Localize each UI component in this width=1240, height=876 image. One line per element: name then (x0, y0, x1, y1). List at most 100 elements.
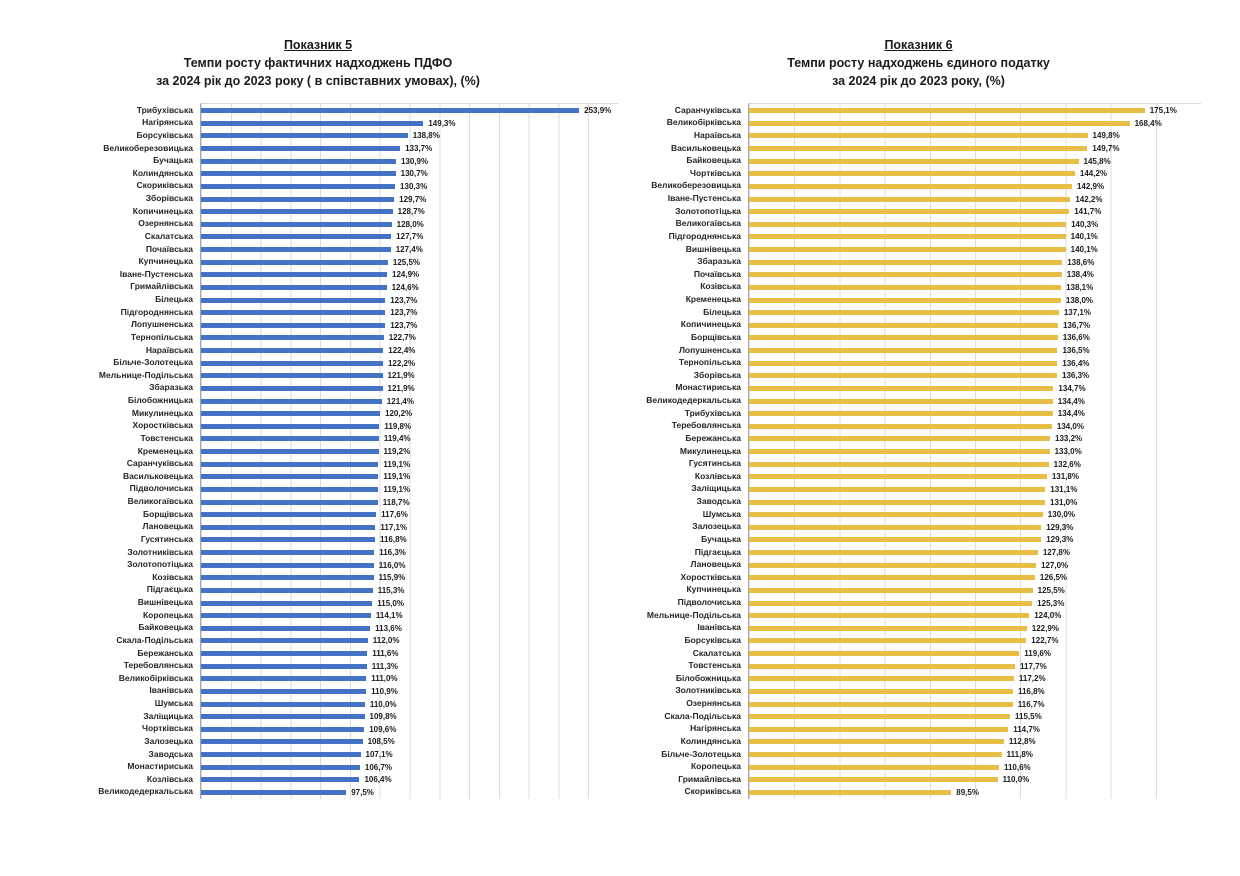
bar-row: 133,2% (749, 433, 1201, 446)
bar-row: 111,6% (201, 647, 618, 660)
bar-row: 136,6% (749, 332, 1201, 345)
bar (201, 108, 580, 114)
category-label: Борсуківська (136, 129, 193, 140)
value-label: 110,9% (371, 686, 398, 696)
bar-row: 129,7% (201, 193, 618, 206)
bar-row: 130,7% (201, 168, 618, 181)
bar-row: 134,7% (749, 382, 1201, 395)
bar-row: 149,3% (201, 117, 618, 130)
category-label: Товстенська (688, 660, 741, 671)
bar (749, 209, 1070, 215)
value-label: 116,7% (1017, 699, 1045, 709)
bar-row: 253,9% (201, 104, 618, 117)
bar (749, 272, 1062, 278)
category-label: Зборівська (693, 369, 741, 380)
category-label: Саранчуківська (126, 458, 193, 469)
category-label: Козівська (152, 571, 193, 582)
bar-row: 136,4% (749, 357, 1201, 370)
value-label: 144,2% (1079, 169, 1108, 179)
category-label: Бережанська (685, 432, 741, 443)
bar (201, 171, 396, 177)
value-label: 138,8% (412, 131, 440, 141)
bar (201, 196, 395, 202)
bar-row: 133,0% (749, 445, 1201, 458)
bar-row: 129,3% (749, 534, 1201, 547)
category-label: Трибухівська (684, 407, 741, 418)
bar (201, 651, 368, 657)
bar-row: 140,3% (749, 218, 1201, 231)
bar (201, 499, 378, 505)
category-label: Іване-Пустенська (119, 268, 193, 279)
bar (749, 423, 1052, 429)
category-label: Копичинецька (132, 205, 193, 216)
bar-row: 89,5% (749, 786, 1201, 799)
bar (749, 575, 1035, 581)
category-label: Залозецька (144, 735, 193, 746)
category-label: Великоберезовицька (103, 142, 193, 153)
chart-subtitle-period: за 2024 рік до 2023 року ( в співставних… (156, 74, 480, 89)
value-label: 123,7% (390, 295, 418, 305)
value-label: 107,1% (365, 750, 393, 760)
bar (201, 183, 396, 189)
category-label: Озернянська (138, 218, 193, 229)
value-label: 136,3% (1062, 371, 1090, 381)
category-label: Великобірківська (666, 117, 741, 128)
category-label: Мельнице-Подільська (98, 369, 193, 380)
value-label: 123,7% (390, 308, 418, 318)
category-label: Збаразька (149, 382, 193, 393)
value-label: 122,9% (1031, 623, 1059, 633)
category-axis: Саранчуківська Великобірківська Нараївська… (636, 103, 748, 798)
category-label: Колиндянська (132, 167, 193, 178)
bar-row: 117,7% (749, 660, 1201, 673)
bar (201, 411, 380, 417)
bar-row: 130,9% (201, 155, 618, 168)
category-label: Білобожницька (127, 395, 193, 406)
value-label: 117,6% (381, 510, 408, 520)
category-label: Підгаєцька (146, 584, 193, 595)
category-label: Хоростківська (680, 571, 741, 582)
category-label: Коропецька (142, 609, 193, 620)
value-label: 168,4% (1134, 118, 1162, 128)
bar (749, 335, 1058, 341)
category-label: Микулинецька (131, 407, 193, 418)
bar (749, 537, 1042, 543)
value-label: 119,1% (383, 472, 411, 482)
bar-row: 106,4% (201, 774, 618, 787)
category-label: Лановецька (142, 521, 193, 532)
bar-row: 122,2% (201, 357, 618, 370)
category-label: Вишнівецька (137, 597, 193, 608)
category-label: Гусятинська (140, 533, 193, 544)
chart-title: Показник 5 (283, 38, 353, 52)
bar-row: 110,9% (201, 685, 618, 698)
value-label: 126,5% (1039, 573, 1068, 583)
bar (201, 449, 379, 455)
category-label: Гримайлівська (130, 281, 193, 292)
bar-row: 122,7% (201, 332, 618, 345)
category-label: Більче-Золотецька (661, 748, 741, 759)
plot-area: 253,9% 149,3% 138,8% 133,7% 130,9% 130,7% 130,… (200, 103, 618, 799)
category-label: Нагірянська (690, 723, 741, 734)
bar-row: 124,6% (201, 281, 618, 294)
category-label: Кременецька (685, 294, 741, 305)
bar (749, 688, 1013, 694)
bar (201, 537, 375, 543)
bar-row: 126,5% (749, 572, 1201, 585)
category-label: Васильковецька (122, 470, 193, 481)
bar-row: 128,0% (201, 218, 618, 231)
bar (201, 133, 408, 139)
category-label: Бучацька (701, 533, 741, 544)
value-label: 142,9% (1076, 181, 1105, 191)
value-label: 97,5% (351, 787, 374, 797)
value-label: 116,8% (1017, 686, 1045, 696)
value-label: 129,3% (1046, 535, 1074, 545)
bar-row: 127,0% (749, 559, 1201, 572)
value-label: 127,7% (396, 232, 424, 242)
bar (201, 373, 383, 379)
bar-row: 120,2% (201, 407, 618, 420)
category-label: Золотниківська (127, 546, 193, 557)
value-label: 115,5% (1015, 712, 1042, 722)
category-label: Колиндянська (680, 735, 741, 746)
bar (201, 284, 387, 290)
value-label: 122,7% (1031, 636, 1059, 646)
value-label: 140,1% (1070, 245, 1098, 255)
